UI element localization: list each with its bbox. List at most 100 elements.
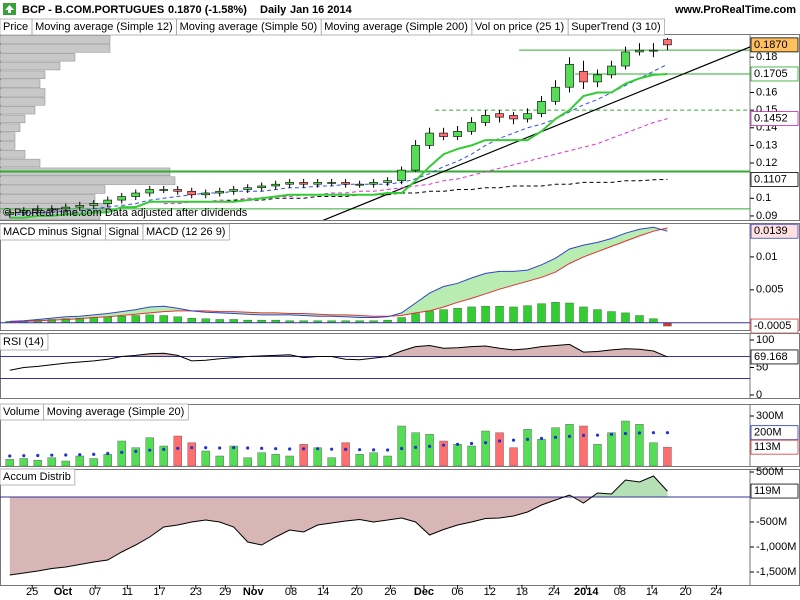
legend-box	[142, 223, 230, 241]
x-tick-label: 29	[219, 586, 231, 598]
negative-fill-group	[9, 497, 668, 575]
legend-box	[0, 468, 76, 486]
x-tick-label: 23	[190, 586, 202, 598]
last-value-label: 0.1452	[754, 113, 788, 125]
candle-body	[187, 190, 196, 196]
candle-body	[593, 74, 602, 83]
moving-average-dot	[148, 448, 152, 452]
y-tick-label: 0.09	[756, 210, 777, 222]
moving-average-dot	[483, 441, 488, 445]
last-value-label: 0.1705	[754, 68, 788, 80]
moving-average-dot	[246, 446, 250, 450]
volume-bar	[145, 437, 154, 466]
legend-label: Moving average (Simple 200)	[324, 21, 468, 33]
candle-body	[425, 132, 434, 146]
x-tick-label: Oct	[54, 586, 73, 598]
candle-body	[229, 189, 238, 192]
candle-body	[5, 212, 15, 215]
volume-bar	[355, 454, 364, 466]
x-tick-label: 12	[484, 586, 496, 598]
candle-body	[453, 130, 462, 137]
volume-bar	[663, 446, 672, 466]
volume-bar	[439, 440, 448, 466]
candle-body	[551, 86, 560, 102]
volume-bar	[341, 442, 350, 466]
histogram-bar	[159, 315, 168, 323]
x-tick-label: 18	[516, 586, 528, 598]
histogram-bar	[145, 314, 154, 323]
moving-average-dot	[511, 438, 516, 442]
y-tick-label: 0.01	[756, 251, 777, 263]
x-tick-label: 06	[451, 586, 463, 598]
x-tick-label: 24	[710, 586, 722, 598]
x-tick-label: 17	[153, 586, 165, 598]
moving-average-dot	[623, 431, 628, 436]
moving-average-dot	[567, 434, 572, 438]
volume-bar	[19, 458, 28, 466]
candle-body	[47, 208, 57, 211]
moving-average-dot	[665, 431, 670, 435]
moving-average-dot	[469, 441, 474, 446]
volume-on-price-bar	[0, 176, 176, 185]
volume-bar	[215, 455, 224, 466]
y-tick-label: 300M	[756, 410, 784, 422]
moving-average-dot	[162, 447, 166, 451]
volume-bar	[495, 432, 504, 466]
last-value-label: 200M	[754, 427, 782, 439]
x-tick-label: 20	[351, 586, 363, 598]
candle-body	[173, 189, 183, 192]
y-tick-label: 0.14	[756, 122, 777, 134]
histogram-bar	[467, 306, 476, 323]
y-tick-label: 0.12	[756, 157, 777, 169]
volume-bar	[523, 429, 532, 466]
histogram-bar	[187, 317, 196, 323]
histogram-bar	[579, 306, 588, 323]
moving-average-dot	[316, 447, 320, 451]
x-tick-label: 14	[317, 586, 329, 598]
volume-bar	[299, 444, 308, 466]
last-value-box	[750, 349, 799, 365]
x-tick-label: 20	[680, 586, 692, 598]
volume-bar	[159, 445, 168, 466]
candle-body	[397, 169, 406, 181]
histogram-bar	[397, 317, 406, 323]
x-tick-label: 08	[614, 586, 626, 598]
last-value-box	[750, 425, 799, 441]
candle-body	[19, 210, 29, 213]
moving-average-dot	[609, 432, 614, 436]
volume-on-price-bar	[0, 97, 46, 106]
histogram-bar	[635, 315, 644, 323]
positive-fill-group	[9, 476, 668, 497]
candle-body	[257, 185, 266, 189]
x-tick-label: 24	[548, 586, 560, 598]
candle-body	[131, 192, 141, 197]
moving-average-dot	[204, 446, 208, 450]
moving-average-dot	[344, 447, 348, 451]
moving-average-dot	[385, 448, 390, 452]
candle-body	[299, 182, 308, 185]
histogram-bar	[621, 312, 630, 323]
histogram-bar	[537, 303, 546, 323]
volume-bar	[257, 452, 266, 466]
rsi-fill-group	[121, 344, 667, 357]
volume-on-price-bar	[0, 114, 26, 124]
candle-body	[215, 190, 224, 194]
moving-average-dot	[64, 453, 68, 457]
volume-bar	[411, 432, 420, 466]
moving-average-dot	[232, 446, 236, 450]
date: Jan 16 2014	[290, 4, 353, 16]
volume-bar	[243, 457, 252, 466]
y-tick-label: 100	[756, 334, 774, 346]
symbol: BCP - B.COM.PORTUGUES	[22, 4, 164, 16]
moving-average-dot	[399, 446, 404, 451]
histogram-bar	[131, 315, 140, 323]
y-tick-label: 0.005	[756, 284, 784, 296]
last-value-box	[750, 172, 799, 187]
moving-average-dot	[302, 447, 306, 451]
candle-body	[467, 122, 476, 132]
legend-label: Moving average (Simple 12)	[35, 21, 173, 33]
candle-body	[89, 203, 99, 206]
candle-body	[159, 189, 169, 191]
moving-average-dot	[260, 446, 264, 450]
moving-average-dot	[36, 453, 40, 458]
